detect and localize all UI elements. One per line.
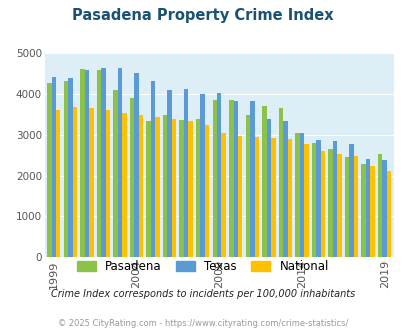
Bar xyxy=(337,154,341,257)
Bar xyxy=(162,115,167,257)
Bar xyxy=(146,121,150,257)
Bar xyxy=(221,133,226,257)
Bar xyxy=(369,166,374,257)
Bar xyxy=(200,94,205,257)
Bar xyxy=(212,100,216,257)
Legend: Pasadena, Texas, National: Pasadena, Texas, National xyxy=(77,260,328,273)
Bar xyxy=(139,115,143,257)
Bar xyxy=(64,81,68,257)
Bar xyxy=(150,81,155,257)
Bar xyxy=(349,145,353,257)
Bar xyxy=(80,69,84,257)
Bar xyxy=(353,155,358,257)
Bar xyxy=(47,83,51,257)
Bar xyxy=(233,101,237,257)
Text: Crime Index corresponds to incidents per 100,000 inhabitants: Crime Index corresponds to incidents per… xyxy=(51,289,354,299)
Bar xyxy=(89,109,93,257)
Bar xyxy=(101,68,105,257)
Bar xyxy=(228,100,233,257)
Bar xyxy=(105,110,110,257)
Bar xyxy=(117,68,122,257)
Bar xyxy=(254,137,258,257)
Bar xyxy=(344,157,349,257)
Bar xyxy=(332,141,337,257)
Bar xyxy=(328,148,332,257)
Bar xyxy=(84,70,89,257)
Bar xyxy=(205,125,209,257)
Bar xyxy=(179,120,183,257)
Bar xyxy=(167,90,171,257)
Bar xyxy=(183,89,188,257)
Bar xyxy=(96,70,101,257)
Bar xyxy=(278,108,283,257)
Bar xyxy=(122,113,126,257)
Bar xyxy=(320,151,324,257)
Bar xyxy=(360,164,365,257)
Bar xyxy=(134,73,139,257)
Bar xyxy=(171,119,176,257)
Bar xyxy=(315,140,320,257)
Bar xyxy=(56,110,60,257)
Bar xyxy=(311,143,315,257)
Bar xyxy=(299,133,303,257)
Bar xyxy=(377,154,382,257)
Bar xyxy=(130,98,134,257)
Bar xyxy=(51,77,56,257)
Bar xyxy=(245,115,249,257)
Bar xyxy=(216,93,221,257)
Bar xyxy=(72,107,77,257)
Text: © 2025 CityRating.com - https://www.cityrating.com/crime-statistics/: © 2025 CityRating.com - https://www.city… xyxy=(58,319,347,328)
Bar xyxy=(196,119,200,257)
Bar xyxy=(237,136,242,257)
Bar xyxy=(262,106,266,257)
Bar xyxy=(382,160,386,257)
Bar xyxy=(266,119,271,257)
Bar xyxy=(365,159,369,257)
Text: Pasadena Property Crime Index: Pasadena Property Crime Index xyxy=(72,8,333,23)
Bar xyxy=(113,90,117,257)
Bar xyxy=(68,78,72,257)
Bar xyxy=(188,121,192,257)
Bar xyxy=(303,145,308,257)
Bar xyxy=(283,121,287,257)
Bar xyxy=(155,116,159,257)
Bar xyxy=(386,171,390,257)
Bar xyxy=(287,139,292,257)
Bar xyxy=(249,101,254,257)
Bar xyxy=(294,133,299,257)
Bar xyxy=(271,138,275,257)
